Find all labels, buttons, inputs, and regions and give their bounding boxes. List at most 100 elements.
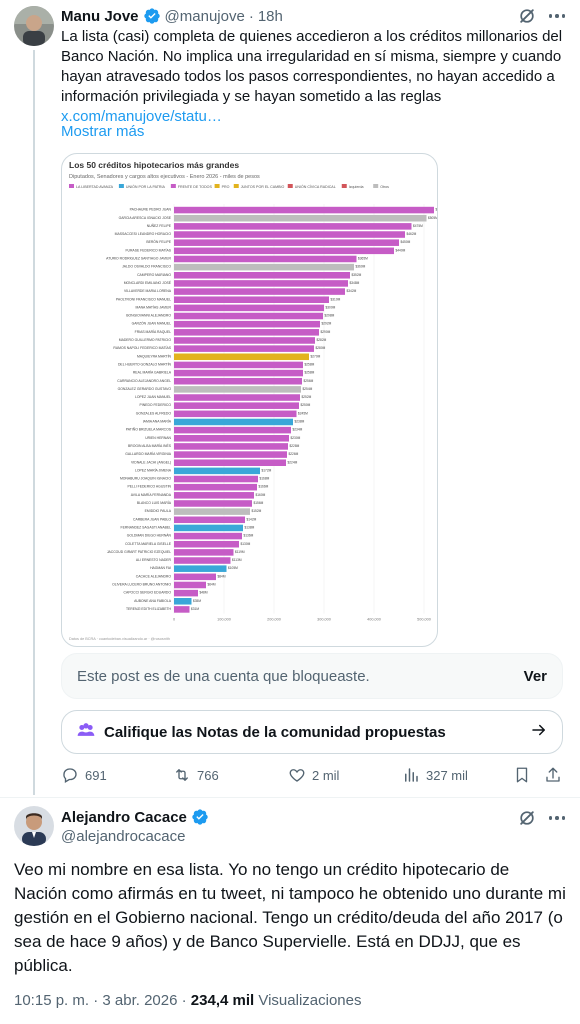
bar xyxy=(174,214,427,222)
category-label: BLANCO LUIS MARÍA xyxy=(137,501,172,505)
bar xyxy=(174,394,300,401)
views-count: 327 mil xyxy=(426,767,468,783)
bar xyxy=(174,353,309,361)
grok-icon[interactable] xyxy=(517,6,537,26)
category-label: EMIDDIO PAULA xyxy=(145,509,172,513)
avatar-image xyxy=(14,6,54,46)
post-text: La lista (casi) completa de quienes acce… xyxy=(61,27,566,127)
bar xyxy=(174,337,315,344)
bar-value-label: $35M xyxy=(193,599,201,603)
author-handle[interactable]: @manujove xyxy=(164,7,245,25)
reply-button[interactable]: 691 xyxy=(61,764,107,786)
repost-count: 766 xyxy=(197,767,219,783)
separator-dot: · xyxy=(181,992,191,1009)
category-label: FERNANDEZ SAGASTI ANABEL xyxy=(121,525,172,529)
bar xyxy=(174,500,252,507)
more-icon[interactable] xyxy=(547,808,567,828)
post-media-chart[interactable]: Los 50 créditos hipotecarios más grandes… xyxy=(61,153,438,647)
category-label: JACCOUD GIRART PATRICIO EZEQUIEL xyxy=(107,550,171,554)
bar-value-label: $280M xyxy=(316,346,326,350)
reply-timestamp[interactable]: 10:15 p. m. · 3 abr. 2026 xyxy=(14,992,178,1009)
category-label: BONGIOVANNI ALEJANDRO xyxy=(126,314,171,318)
bar-value-label: $31M xyxy=(191,607,199,611)
community-notes-icon xyxy=(76,720,96,745)
bar xyxy=(174,549,234,556)
category-label: HAGMAN FAI xyxy=(150,566,171,570)
bar-value-label: $84M xyxy=(218,574,226,578)
bar xyxy=(174,345,314,352)
category-label: MANA MATÍAS JAVIER xyxy=(136,305,172,309)
bar-value-label: $230M xyxy=(291,436,301,440)
reply-icon xyxy=(61,766,79,784)
legend-label: JUNTOS POR EL CAMBIO xyxy=(241,185,285,189)
views-button[interactable]: 327 mil xyxy=(402,764,468,786)
bar-value-label: $113M xyxy=(232,558,242,562)
post-time[interactable]: 18h xyxy=(257,7,283,25)
author-name[interactable]: Manu Jove xyxy=(61,7,139,25)
bar xyxy=(174,581,206,589)
legend-swatch xyxy=(341,184,347,188)
bar xyxy=(174,263,354,271)
bar-value-label: $505M xyxy=(428,216,438,220)
bar-value-label: $252M xyxy=(302,395,312,399)
bar-value-label: $310M xyxy=(331,297,341,301)
category-label: IAMIA ANA MARÍA xyxy=(143,420,172,424)
legend-swatch xyxy=(373,184,379,188)
bookmark-icon xyxy=(513,766,531,784)
bar xyxy=(174,320,320,328)
bar-value-label: $348M xyxy=(350,281,360,285)
bar-value-label: $226M xyxy=(289,452,299,456)
more-icon[interactable] xyxy=(547,6,567,26)
grok-icon[interactable] xyxy=(517,808,537,828)
category-label: PINEDO FEDERICO xyxy=(140,403,172,407)
legend-label: Otros xyxy=(380,185,389,189)
bar xyxy=(174,247,394,255)
bar-value-label: $64M xyxy=(208,583,216,587)
bar-value-label: $224M xyxy=(288,460,298,464)
post-link[interactable]: x.com/manujove/statu… xyxy=(61,108,222,125)
bar-value-label: $450M xyxy=(401,240,411,244)
post-header: Manu Jove @manujove · 18h xyxy=(61,7,283,25)
legend-swatch xyxy=(118,184,124,188)
legend-label: UNIÓN CÍVICA RADICAL xyxy=(295,184,336,189)
reply-views-label: Visualizaciones xyxy=(258,992,362,1009)
x-tick-label: 400,000 xyxy=(367,618,381,622)
bar xyxy=(174,206,434,214)
community-notes-banner[interactable]: Califique las Notas de la comunidad prop… xyxy=(61,710,563,754)
avatar-alejandro-cacace[interactable] xyxy=(14,806,54,846)
share-icon xyxy=(544,766,562,784)
bar-value-label: $152M xyxy=(252,509,262,513)
bar xyxy=(174,589,198,597)
legend-swatch xyxy=(214,184,220,188)
avatar-manu-jove[interactable] xyxy=(14,6,54,46)
repost-icon xyxy=(173,766,191,784)
bar-value-label: $160M xyxy=(256,493,266,497)
bar-value-label: $172M xyxy=(262,468,272,472)
bar xyxy=(174,369,303,377)
bar-value-label: $142M xyxy=(247,517,257,521)
share-button[interactable] xyxy=(544,764,562,786)
show-more-link[interactable]: Mostrar más xyxy=(61,123,145,140)
bar-value-label: $440M xyxy=(396,248,406,252)
view-button[interactable]: Ver xyxy=(523,667,547,685)
x-tick-label: 500,000 xyxy=(417,618,431,622)
reply-author-name[interactable]: Alejandro Cacace xyxy=(61,808,187,826)
category-label: NUÑEZ FELIPE xyxy=(147,223,172,228)
bar-value-label: $292M xyxy=(322,322,332,326)
repost-button[interactable]: 766 xyxy=(173,764,219,786)
bar xyxy=(174,508,250,515)
category-label: GONZALES ALFREDO xyxy=(136,411,172,415)
reply-author-handle[interactable]: @alejandrocacace xyxy=(61,828,186,845)
category-label: AVILA MARÍA FERNANDA xyxy=(131,493,172,497)
legend-label: UNIÓN POR LA PATRIA xyxy=(126,184,166,189)
category-label: MADERO GUILLERMO PATRICIO xyxy=(119,338,172,342)
bookmark-button[interactable] xyxy=(513,764,531,786)
x-tick-label: 0 xyxy=(173,618,175,622)
category-label: RAMOS NAPOLI FEDERICO MATÍAS xyxy=(113,346,171,350)
bar-value-label: $298M xyxy=(325,314,335,318)
like-button[interactable]: 2 mil xyxy=(288,764,339,786)
category-label: CARRANCIO ALEJANDRO ANGEL xyxy=(117,379,171,383)
category-label: CARBERA JUAN PABLO xyxy=(133,517,171,521)
bar xyxy=(174,443,288,450)
category-label: GALLARDO MARÍA VIRGINIA xyxy=(125,452,172,456)
